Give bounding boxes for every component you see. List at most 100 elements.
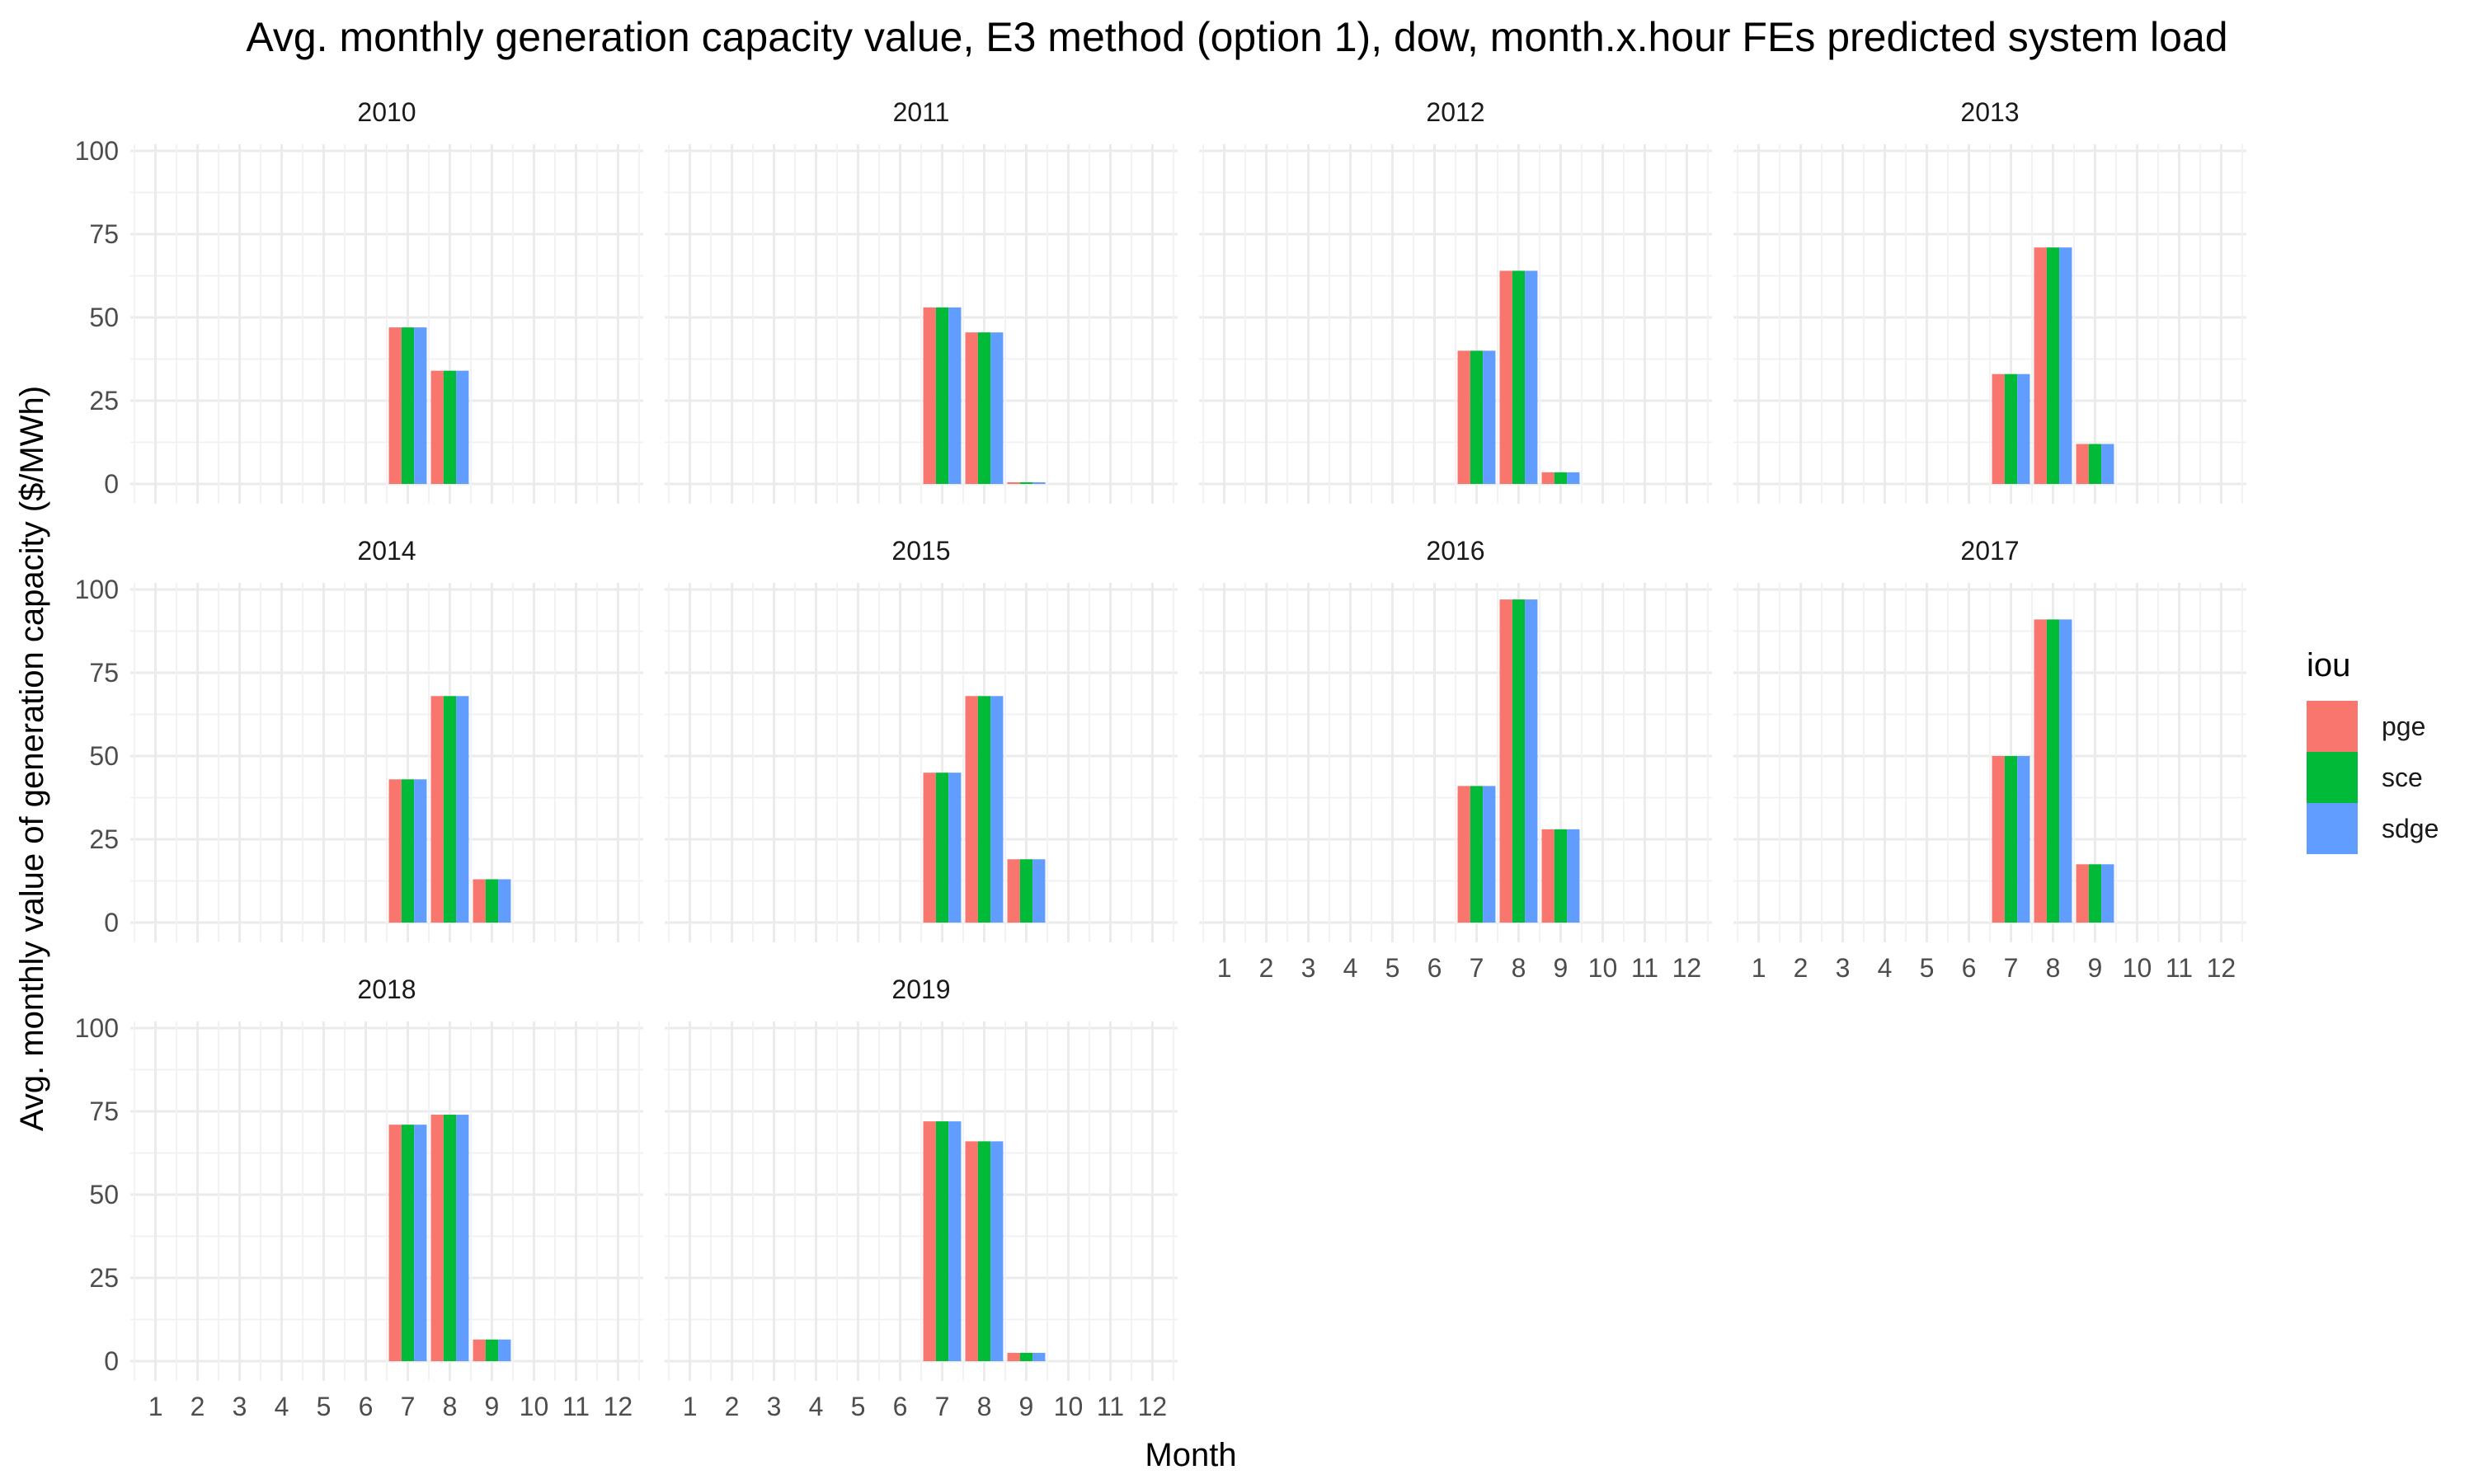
bar-sdge-2012-month-9 (1567, 472, 1580, 484)
x-tick-label: 12 (2207, 953, 2236, 983)
x-tick-label: 3 (767, 1392, 782, 1421)
y-tick-label: 75 (89, 658, 119, 688)
y-tick-label: 25 (89, 824, 119, 854)
bar-pge-2014-month-9 (473, 879, 486, 923)
bar-sce-2014-month-9 (485, 879, 499, 923)
x-tick-label: 6 (1962, 953, 1977, 983)
bar-sdge-2011-month-9 (1032, 481, 1046, 484)
bar-sdge-2018-month-8 (456, 1115, 469, 1361)
bar-pge-2011-month-8 (965, 332, 978, 484)
y-tick-label: 50 (89, 303, 119, 332)
bar-sdge-2016-month-8 (1525, 599, 1538, 923)
bar-sdge-2012-month-7 (1483, 350, 1496, 484)
chart-title: Avg. monthly generation capacity value, … (246, 14, 2227, 60)
y-tick-label: 75 (89, 1097, 119, 1126)
y-tick-label: 100 (75, 575, 119, 604)
x-tick-label: 10 (1588, 953, 1618, 983)
x-tick-label: 7 (1470, 953, 1484, 983)
bar-pge-2011-month-9 (1007, 481, 1020, 484)
bar-sce-2017-month-9 (2088, 864, 2102, 923)
x-tick-label: 10 (1054, 1392, 1084, 1421)
bar-sdge-2015-month-9 (1032, 859, 1046, 923)
bar-sce-2016-month-9 (1554, 829, 1568, 923)
x-tick-label: 11 (1631, 953, 1658, 983)
legend-title: iou (2307, 647, 2350, 683)
x-tick-label: 5 (1385, 953, 1400, 983)
bar-pge-2010-month-8 (430, 370, 444, 484)
bar-pge-2018-month-7 (388, 1125, 402, 1361)
bar-sdge-2012-month-8 (1525, 270, 1538, 484)
x-tick-label: 3 (1301, 953, 1316, 983)
x-tick-label: 3 (233, 1392, 247, 1421)
x-tick-label: 1 (1752, 953, 1766, 983)
facet-strip-label: 2012 (1426, 97, 1484, 127)
legend-key-pge (2307, 701, 2358, 752)
x-tick-label: 2 (1259, 953, 1274, 983)
bar-sce-2013-month-8 (2046, 247, 2060, 484)
bar-sdge-2017-month-9 (2101, 864, 2114, 923)
x-tick-label: 12 (1672, 953, 1702, 983)
x-tick-label: 7 (401, 1392, 416, 1421)
bar-sce-2018-month-8 (443, 1115, 457, 1361)
bar-sce-2016-month-7 (1470, 786, 1484, 923)
x-tick-label: 9 (485, 1392, 500, 1421)
y-tick-label: 0 (104, 908, 119, 937)
bar-pge-2012-month-7 (1457, 350, 1470, 484)
bar-pge-2015-month-8 (965, 696, 978, 923)
x-tick-label: 6 (1427, 953, 1442, 983)
x-tick-label: 4 (809, 1392, 824, 1421)
bar-sdge-2019-month-8 (990, 1141, 1004, 1361)
facet-panel-2013: 2013 (1733, 97, 2246, 504)
bar-pge-2012-month-9 (1541, 472, 1554, 484)
facet-panel-2014: 2014 0 25 50 75 100 (75, 536, 643, 942)
y-tick-label: 0 (104, 469, 119, 499)
bar-sdge-2011-month-7 (948, 307, 962, 484)
x-tick-label: 11 (1097, 1392, 1124, 1421)
bar-sdge-2014-month-9 (498, 879, 511, 923)
x-tick-label: 11 (562, 1392, 590, 1421)
x-tick-label: 9 (1554, 953, 1569, 983)
facet-strip-label: 2013 (1960, 97, 2019, 127)
bar-sdge-2015-month-7 (948, 773, 962, 923)
facet-strip-label: 2014 (357, 536, 416, 566)
bar-sce-2012-month-7 (1470, 350, 1484, 484)
facet-panel-2011: 2011 (665, 97, 1178, 504)
bar-pge-2017-month-8 (2034, 619, 2047, 923)
bar-sce-2016-month-8 (1512, 599, 1526, 923)
bar-sdge-2010-month-7 (414, 327, 427, 484)
bar-pge-2014-month-7 (388, 779, 402, 923)
y-tick-label: 50 (89, 1180, 119, 1209)
facet-strip-label: 2018 (357, 974, 416, 1004)
bar-sce-2018-month-9 (485, 1339, 499, 1361)
bar-sce-2011-month-9 (1019, 481, 1033, 484)
facet-strip-label: 2011 (893, 97, 950, 127)
bar-pge-2014-month-8 (430, 696, 444, 923)
bar-sce-2010-month-7 (401, 327, 415, 484)
bar-pge-2016-month-9 (1541, 829, 1554, 923)
bar-sce-2011-month-8 (977, 332, 991, 484)
bar-sdge-2016-month-9 (1567, 829, 1580, 923)
bar-sdge-2013-month-8 (2059, 247, 2072, 484)
x-tick-label: 1 (1217, 953, 1232, 983)
x-tick-label: 8 (443, 1392, 458, 1421)
bar-sce-2012-month-8 (1512, 270, 1526, 484)
bar-sce-2012-month-9 (1554, 472, 1568, 484)
bar-sdge-2014-month-8 (456, 696, 469, 923)
bar-sdge-2015-month-8 (990, 696, 1004, 923)
facet-panel-2012: 2012 (1199, 97, 1712, 504)
x-tick-label: 6 (893, 1392, 908, 1421)
bar-sce-2015-month-9 (1019, 859, 1033, 923)
bar-sce-2019-month-9 (1019, 1352, 1033, 1361)
x-tick-label: 5 (317, 1392, 332, 1421)
facet-strip-label: 2019 (891, 974, 950, 1004)
bar-sdge-2014-month-7 (414, 779, 427, 923)
bar-pge-2013-month-9 (2076, 444, 2089, 484)
legend-label-pge: pge (2382, 711, 2425, 741)
bar-sce-2015-month-7 (935, 773, 949, 923)
bar-sdge-2017-month-8 (2059, 619, 2072, 923)
bar-sdge-2018-month-7 (414, 1125, 427, 1361)
